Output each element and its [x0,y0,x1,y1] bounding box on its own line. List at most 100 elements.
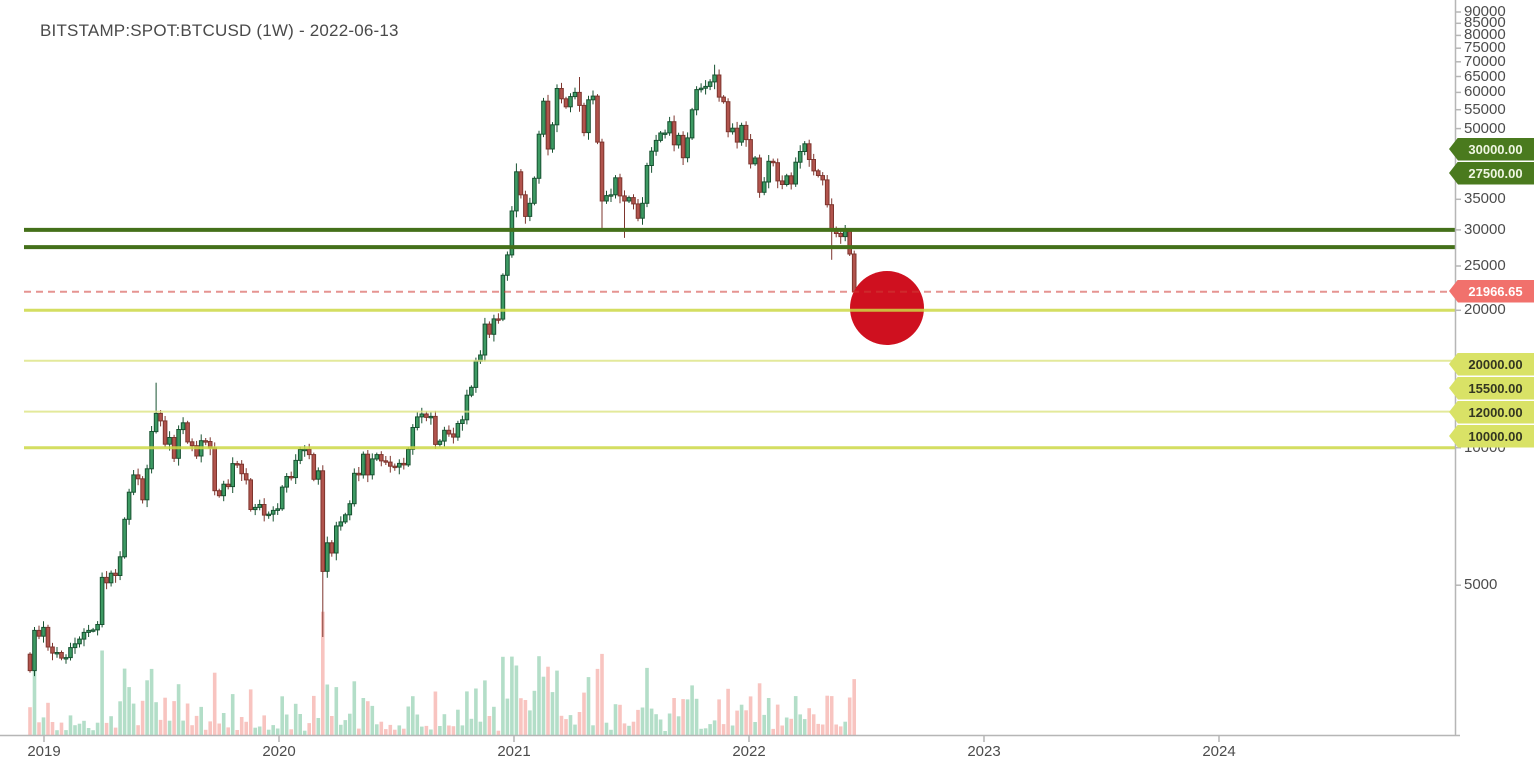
volume-bar [284,714,289,735]
volume-bar [604,722,609,735]
volume-bar [235,730,239,735]
candle-body [99,576,105,626]
volume-bar [829,696,834,735]
candle-body [352,472,357,505]
red-circle-annotation[interactable] [850,271,924,345]
volume-bar [532,690,537,735]
candle-body [577,91,582,106]
volume-bar [748,696,753,735]
candle-body [626,197,632,202]
candle-body [126,491,132,520]
candle-body [509,210,515,256]
volume-bar [307,723,311,735]
volume-bar [577,712,582,735]
candle-body [415,416,420,428]
candle-body [270,509,276,515]
volume-bar [185,703,190,735]
volume-bar [73,725,77,735]
candle-body [221,483,226,497]
candle-body [284,476,289,488]
candle-body [712,74,717,83]
candle-body [167,437,172,445]
candle-body [442,429,447,442]
price-axis-label: 35000 [1464,190,1506,208]
volume-bar [167,720,172,735]
candle-body [356,472,362,476]
volume-bar [343,720,348,735]
candle-body [135,474,141,480]
volume-bar [550,692,555,735]
volume-bar [226,727,230,735]
candle-body [424,413,429,418]
volume-bar [469,718,474,735]
candle-body [433,415,438,445]
volume-bar [528,710,532,735]
candle-body [261,504,267,516]
candle-body [437,440,443,445]
volume-bar [757,683,762,735]
volume-bar [438,726,442,735]
volume-bar [266,729,271,735]
candle-body [95,624,100,631]
candle-body [41,626,46,637]
candle-body [234,463,240,466]
volume-bar [86,728,91,735]
volume-bar [212,672,217,735]
year-label: 2022 [732,743,766,760]
volume-bar [190,725,194,735]
candle-body [797,151,803,163]
volume-bar [798,714,802,735]
price-axis-label: 50000 [1464,119,1506,137]
volume-bar [172,701,176,735]
candle-body [640,202,645,219]
candle-body [473,360,479,388]
candle-body [189,441,195,447]
price-level-badge: 12000.00 [1449,400,1534,424]
volume-bar [41,717,46,735]
candle-body [27,653,33,672]
volume-bar [654,714,658,735]
candle-body [406,448,411,466]
candle-body [671,121,677,146]
volume-bar [640,707,645,735]
volume-bar [622,723,627,735]
volume-bar [64,730,68,735]
candle-body [622,195,627,202]
candle-body [608,194,614,197]
candle-body [734,127,740,143]
price-axis-label: 70000 [1464,52,1506,70]
volume-bar [852,679,856,735]
time-axis[interactable]: 2019 2020 2021 2022 2023 2024 [0,736,1536,775]
candle-body [487,323,492,335]
volume-bar [217,723,221,735]
volume-bar [478,721,483,735]
volume-bar [131,703,136,735]
volume-bar [181,720,185,735]
candle-body [347,503,353,516]
candle-body [568,96,573,108]
volume-bar [645,667,649,735]
candle-body [297,449,303,461]
volume-bar [546,666,550,735]
candle-body [698,87,704,91]
volume-bar [825,695,829,735]
volume-bar [289,729,293,735]
candle-body [59,652,64,659]
candle-body [518,171,524,196]
volume-bar [586,677,591,735]
volume-bar [460,725,465,735]
volume-bar [145,680,149,735]
volume-bar [122,668,127,735]
candle-body [559,88,564,100]
volume-bar [726,688,730,735]
volume-bar [447,725,451,735]
candle-body [829,204,835,230]
volume-bar [690,685,694,735]
volume-bar [397,725,402,735]
candle-body [523,194,528,217]
candle-body [460,419,465,424]
volume-bar [321,611,325,735]
candle-body [392,465,398,469]
volume-bar [95,722,100,735]
